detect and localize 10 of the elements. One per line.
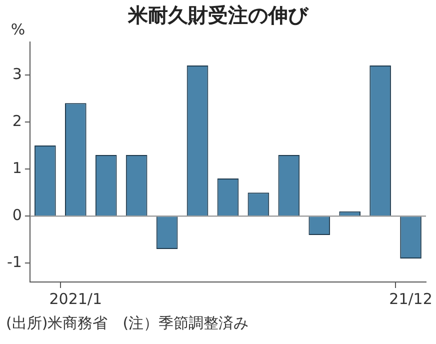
y-axis-title: % xyxy=(10,20,26,38)
x-tick-label: 21/12 xyxy=(389,290,432,308)
y-tick-label: 3 xyxy=(12,64,22,83)
y-tick-label: 0 xyxy=(12,206,22,224)
chart-title: 米耐久財受注の伸び xyxy=(128,3,308,27)
y-tick-label: 1 xyxy=(12,158,22,177)
y-tick-label: 2 xyxy=(12,112,22,130)
y-tick-label: -1 xyxy=(6,253,22,272)
text: (出所)米商務省 (注）季節調整済み xyxy=(6,314,249,333)
x-tick-label: 2021/1 xyxy=(49,290,102,308)
